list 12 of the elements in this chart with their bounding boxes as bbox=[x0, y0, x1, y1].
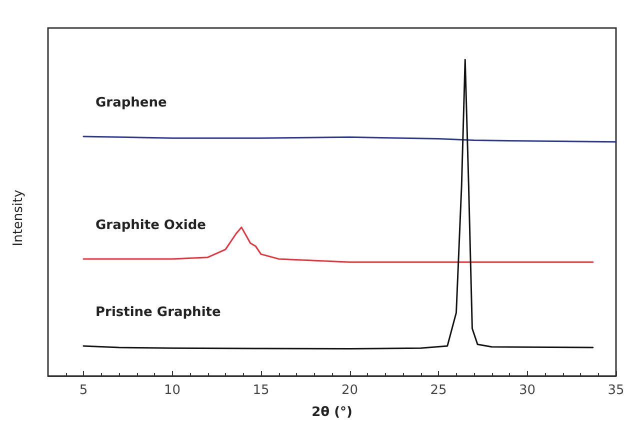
x-tick-label: 15 bbox=[252, 383, 270, 398]
x-axis-title: 2θ (°) bbox=[312, 405, 352, 420]
text: Pristine Graphite bbox=[96, 304, 221, 320]
x-tick-label: 35 bbox=[608, 383, 624, 398]
x-tick-label: 25 bbox=[430, 383, 447, 398]
text: Graphene bbox=[96, 96, 167, 111]
x-tick-label: 5 bbox=[79, 383, 88, 398]
y-axis-title: Intensity bbox=[11, 189, 26, 246]
series-label: Graphite Oxide bbox=[96, 218, 206, 233]
x-tick-label: 30 bbox=[518, 383, 536, 398]
x-tick-label: 20 bbox=[341, 383, 358, 398]
x-tick-label: 10 bbox=[164, 383, 181, 398]
